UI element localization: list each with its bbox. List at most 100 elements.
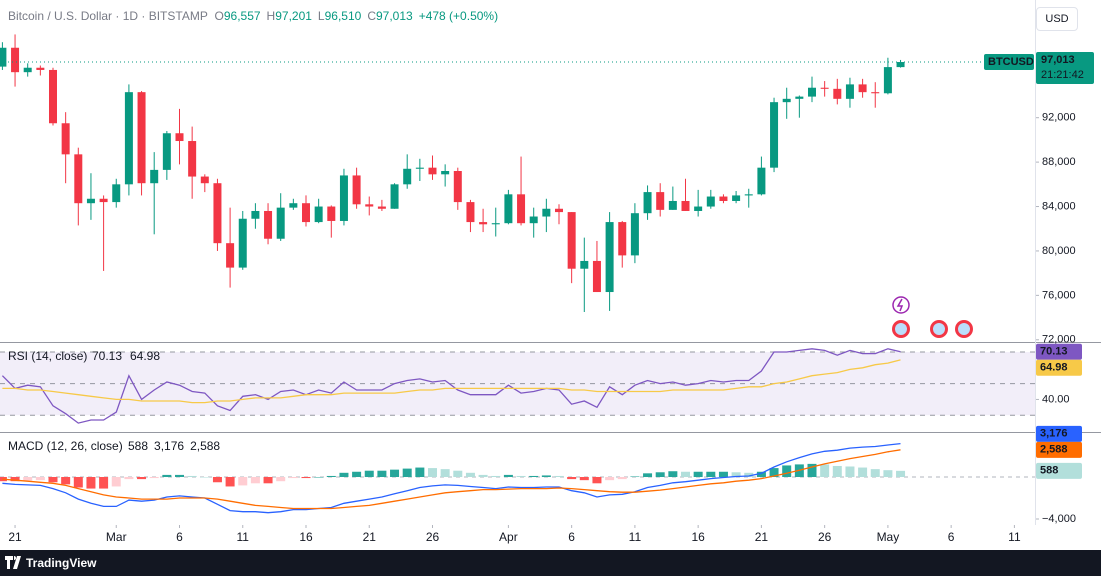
histogram-bar: [276, 477, 286, 482]
histogram-bar: [86, 477, 96, 489]
candle-body: [466, 202, 475, 223]
candle-body: [871, 92, 880, 94]
histogram-bar: [769, 468, 779, 478]
candle-body: [808, 87, 816, 97]
candle-body: [630, 213, 639, 256]
candle-body: [795, 96, 804, 99]
y-tick-label: 92,000: [1042, 112, 1076, 124]
logo: [5, 556, 21, 569]
currency-button[interactable]: USD: [1036, 7, 1078, 31]
candle-body: [479, 222, 488, 225]
histogram-bar: [731, 472, 741, 478]
x-tick-label: 21: [755, 530, 769, 544]
candle-body: [200, 176, 209, 184]
legend-header: Bitcoin / U.S. Dollar · 1D · BITSTAMP O9…: [8, 9, 504, 23]
last-price-box: [1036, 52, 1094, 85]
candle-body: [719, 196, 728, 201]
histogram-bar: [896, 470, 906, 478]
histogram-bar: [73, 477, 83, 488]
candle-body: [327, 206, 336, 221]
candle-body: [188, 141, 197, 177]
histogram-bar: [111, 477, 121, 487]
candle-body: [732, 195, 741, 201]
candle-body: [428, 167, 437, 175]
histogram-bar: [225, 477, 235, 487]
price-change: +478 (+0.50%): [418, 9, 499, 23]
candle-body: [618, 222, 627, 256]
macd-pane: [0, 442, 1035, 514]
candle-body: [23, 67, 32, 73]
candle-body: [150, 169, 159, 184]
histogram-bar: [554, 475, 564, 478]
histogram-bar: [668, 471, 678, 478]
histogram-bar: [238, 477, 248, 486]
candle-body: [517, 194, 526, 224]
histogram-bar: [377, 470, 387, 478]
chart: 21 Mar 6 11 16 21 26 Apr 6 11 16 21 26 May 6 11 92,000 8…: [0, 0, 1101, 544]
x-tick-label: 11: [629, 530, 642, 544]
indicator-title: RSI (14, close): [8, 349, 87, 363]
event-icon-flag: [895, 323, 907, 335]
legend-value: 3,176: [154, 439, 184, 453]
candle-body: [643, 192, 652, 214]
histogram-bar: [807, 463, 817, 478]
x-tick-label: 26: [426, 530, 440, 544]
x-tick-label: 11: [1008, 530, 1021, 544]
candle-body: [276, 207, 285, 239]
histogram-bar: [314, 477, 324, 478]
candle-body: [681, 200, 690, 211]
histogram-bar: [478, 474, 488, 478]
histogram-bar: [162, 474, 172, 478]
countdown-label: 21:21:42: [1041, 69, 1084, 81]
x-tick-label: May: [877, 530, 900, 544]
histogram-bar: [870, 469, 880, 478]
histogram-bar: [23, 477, 33, 481]
candle-body: [504, 194, 513, 224]
last-price-label: 97,013: [1041, 54, 1075, 66]
candle-body: [592, 260, 601, 293]
candle-body: [744, 194, 753, 196]
histogram-bar: [124, 477, 134, 480]
y-tick-label: 84,000: [1042, 200, 1076, 212]
event-icons: [892, 296, 973, 338]
candle-body: [529, 216, 538, 224]
macd-axis-box: [1036, 462, 1082, 479]
histogram-bar: [428, 468, 437, 478]
histogram-bar: [35, 477, 45, 481]
histogram-bar: [137, 477, 147, 480]
ohlc-key: H: [266, 9, 276, 23]
histogram-bar: [693, 471, 703, 478]
event-icon-flag: [933, 323, 945, 335]
histogram-bar: [402, 468, 412, 478]
macd-axis-box: [1036, 441, 1082, 458]
candle-body: [656, 192, 665, 210]
histogram-bar: [390, 469, 400, 478]
histogram-bar: [681, 471, 690, 478]
candle-body: [820, 87, 829, 89]
histogram-bar: [782, 465, 792, 478]
histogram-bar: [617, 477, 627, 480]
histogram-bar: [453, 470, 463, 478]
histogram-bar: [10, 477, 20, 482]
y-tick-label: −4,000: [1042, 513, 1076, 525]
brand: TradingView: [26, 556, 97, 570]
macd-axis-box: [1036, 425, 1082, 442]
candle-body: [314, 206, 323, 223]
macd-axis-label: 2,588: [1040, 444, 1068, 456]
ohlc-value: 97,013: [375, 9, 413, 23]
x-tick-label: Mar: [106, 530, 127, 544]
candle-body: [833, 88, 842, 99]
candle-body: [415, 167, 424, 169]
event-icon[interactable]: [892, 296, 910, 314]
histogram-bar: [301, 477, 311, 479]
candle-body: [390, 184, 399, 209]
rsi-axis-box: [1036, 343, 1082, 360]
histogram-bar: [630, 476, 640, 478]
candle-body: [352, 175, 361, 205]
candle-body: [580, 260, 589, 269]
legend-value: 64.98: [130, 349, 160, 363]
rsi-axis-label: 64.98: [1040, 362, 1068, 374]
candle-body: [339, 175, 348, 221]
ohlc-key: O: [214, 9, 224, 23]
